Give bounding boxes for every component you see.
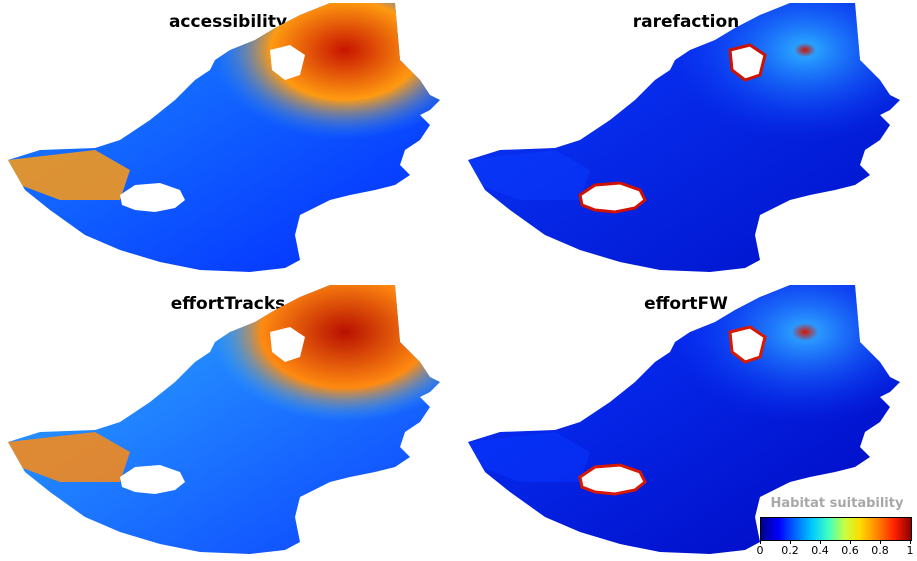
island-shape [120, 183, 185, 212]
habitat-map [468, 285, 900, 554]
western-shelf-band [8, 432, 130, 482]
island-shape [578, 463, 647, 496]
tick-label: 0.6 [841, 544, 859, 557]
island-shape [578, 181, 647, 214]
legend-title: Habitat suitability [770, 496, 904, 511]
tick-mark [880, 540, 881, 544]
tick-mark [910, 540, 911, 544]
panel-title: accessibility [168, 12, 288, 32]
western-shelf-band [468, 432, 590, 482]
tick-label: 1 [906, 544, 914, 557]
tick-mark [850, 540, 851, 544]
habitat-map [8, 285, 440, 554]
island-shape [120, 465, 185, 494]
colorbar [760, 517, 912, 541]
panel-title: effortFW [644, 294, 728, 314]
tick-label: 0 [756, 544, 764, 557]
northern-island-shape [270, 45, 305, 80]
suitability-hotspot [150, 3, 440, 200]
tick-mark [760, 540, 761, 544]
tick-label: 0.4 [811, 544, 829, 557]
tick-label: 0.2 [781, 544, 799, 557]
tick-label: 0.8 [871, 544, 889, 557]
northern-island-shape [728, 325, 767, 364]
suitability-hotspot [150, 285, 440, 482]
northern-island-shape [728, 43, 767, 82]
panel-title: rarefaction [632, 12, 740, 32]
habitat-map [8, 3, 440, 272]
western-shelf-band [8, 150, 130, 200]
panel-title: effortTracks [170, 294, 286, 314]
western-shelf-band [468, 150, 590, 200]
tick-mark [790, 540, 791, 544]
suitability-hotspot [610, 285, 900, 482]
habitat-map [468, 3, 900, 272]
suitability-hotspot [610, 3, 900, 200]
northern-island-shape [270, 327, 305, 362]
tick-mark [820, 540, 821, 544]
